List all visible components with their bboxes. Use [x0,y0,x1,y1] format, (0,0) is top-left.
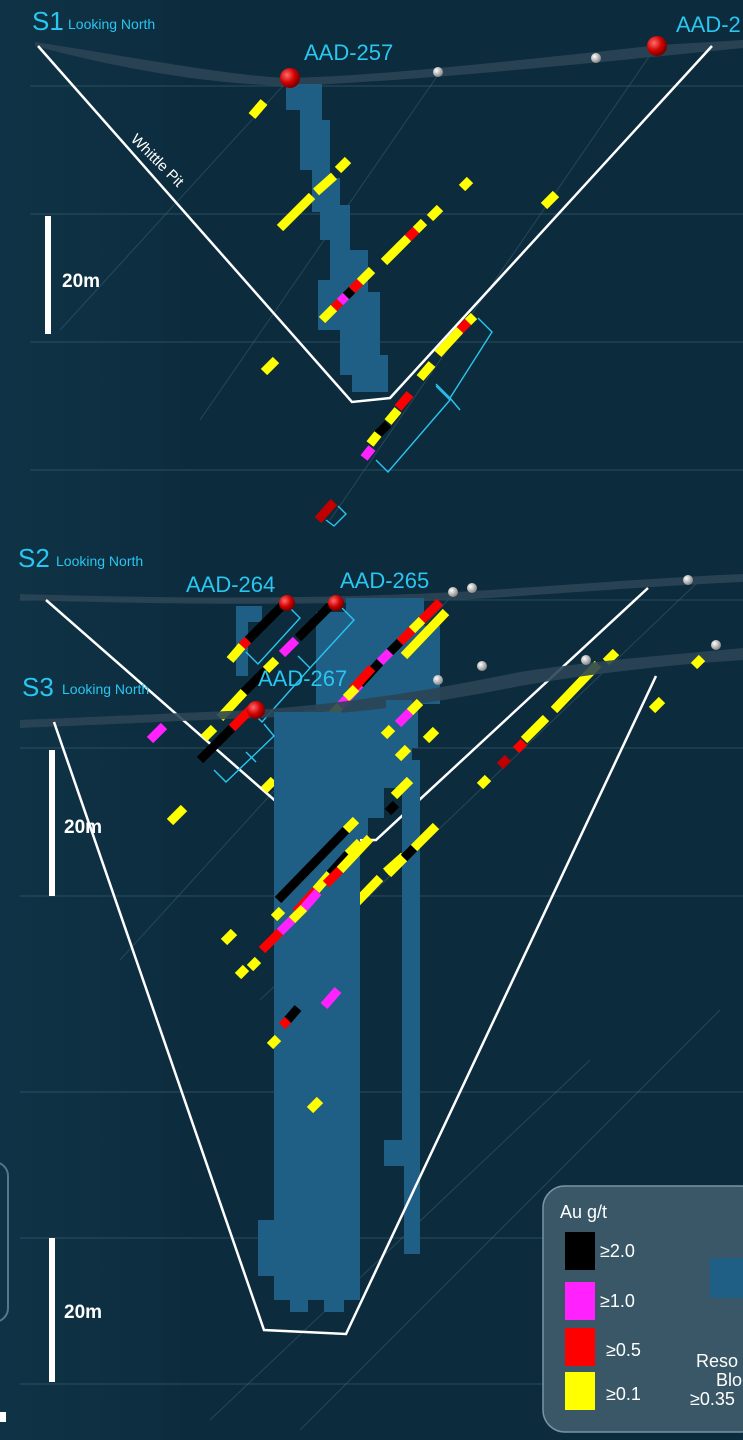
legend [542,1185,743,1433]
legend-grade-3: ≥0.5 [606,1340,641,1360]
section-subtitle-s1: Looking North [68,16,155,32]
resource-block-s2 [236,606,262,676]
topo-surface-s2 [20,574,743,604]
hole-label-aad-257: AAD-257 [304,40,393,65]
scale-label-s2: 20m [64,817,102,838]
scale-label-s1: 20m [62,271,100,292]
drill-intercepts-s1 [248,99,560,523]
collar-aad-267 [247,701,265,719]
section-s1 [35,36,743,527]
drill-intercepts-s3 [166,654,706,1114]
survey-point [433,675,443,685]
section-s2 [20,574,743,950]
hole-label-aad-264: AAD-264 [186,572,275,597]
survey-point [711,640,721,650]
legend-grade-1: ≥2.0 [600,1241,635,1261]
section-s3 [20,640,743,1382]
hole-label-aad-265: AAD-265 [340,568,429,593]
survey-point [433,67,443,77]
survey-point [683,575,693,585]
whittle-pit-outline-s3 [52,675,658,1336]
legend-block-line-2: Blo [716,1370,742,1390]
survey-point [467,583,477,593]
hole-label-aad-2xx: AAD-2 [676,12,741,37]
scale-label-s3: 20m [64,1302,102,1323]
whittle-pit-outline-s1 [37,45,713,404]
topo-surface-s1 [35,40,743,86]
left-edge-panel [0,1162,9,1322]
survey-point [477,661,487,671]
hole-label-aad-267: AAD-267 [258,666,347,691]
section-label-s2: S2 [18,543,50,573]
survey-point [581,655,591,665]
section-label-s1: S1 [32,6,64,36]
resource-block-s3 [258,712,360,1312]
collar-aad-2xx [647,36,667,56]
resource-block-s1 [286,84,388,392]
survey-point [591,53,601,63]
topo-surface-s3 [20,648,743,728]
corner-marker [0,1412,6,1422]
section-subtitle-s3: Looking North [62,681,149,697]
legend-title: Au g/t [560,1202,607,1222]
legend-grade-2: ≥1.0 [600,1291,635,1311]
collar-aad-257 [280,68,300,88]
resource-block-s3b [384,700,420,1254]
intercept-brackets-s1 [325,317,493,527]
legend-grade-4: ≥0.1 [606,1384,641,1404]
legend-swatch-grade-3 [565,1328,595,1366]
legend-swatch-resource-block [710,1258,743,1298]
section-label-s3: S3 [22,672,54,702]
legend-swatch-grade-4 [565,1372,595,1410]
intercept-brackets-s3 [213,723,275,783]
section-subtitle-s2: Looking North [56,553,143,569]
legend-swatch-grade-1 [565,1232,595,1270]
legend-swatch-grade-2 [565,1282,595,1320]
survey-point [448,587,458,597]
legend-block-line-3: ≥0.35 [690,1389,735,1409]
collar-aad-265 [328,595,344,611]
legend-block-line-1: Reso [696,1351,738,1371]
collar-aad-264 [279,595,295,611]
